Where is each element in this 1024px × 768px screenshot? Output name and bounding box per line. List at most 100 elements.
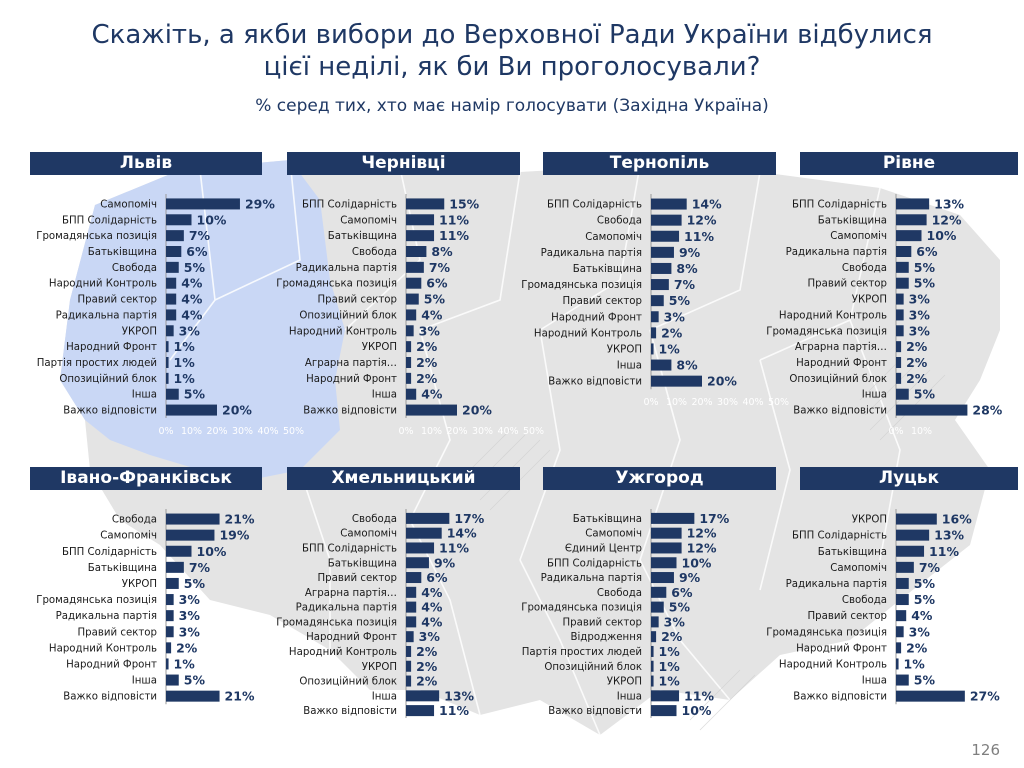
category-label: Важко відповісти [548,705,642,717]
value-label: 9% [434,555,456,570]
bar [651,631,657,643]
bar [406,309,417,321]
value-label: 8% [676,261,698,276]
bar [651,198,687,210]
category-label: БПП Солідарність [792,530,887,542]
value-label: 10% [197,544,227,559]
value-label: 6% [916,244,938,259]
value-label: 7% [429,260,451,275]
bar [651,705,677,717]
bar [406,542,435,554]
value-label: 5% [184,387,206,402]
category-label: Народний Фронт [66,342,157,353]
bar [896,642,902,654]
bar [166,577,179,589]
category-label: Радикальна партія [296,262,397,274]
category-label: Свобода [597,216,642,227]
category-label: Свобода [597,588,642,599]
category-label: УКРОП [852,515,887,526]
category-label: Самопоміч [830,562,887,574]
category-label: Народний Контроль [289,326,397,337]
bar [406,616,417,628]
value-label: 12% [687,213,717,228]
bar [406,586,417,598]
page-title-line-1: Скажіть, а якби вибори до Верховної Ради… [91,20,933,50]
bar [896,388,909,400]
category-label: Свобода [352,247,397,258]
value-label: 29% [245,196,275,211]
value-label: 1% [659,341,681,356]
value-label: 2% [416,371,438,386]
category-label: Аграрна партія… [795,341,887,353]
bar [406,572,422,584]
value-label: 11% [684,229,714,244]
category-label: УКРОП [122,326,157,337]
x-tick-label: 30% [472,426,493,437]
category-label: Важко відповісти [303,705,397,717]
chart-lviv: Самопоміч 29% БПП Солідарність 10% Громадянс… [36,194,304,437]
value-label: 3% [909,292,931,307]
category-label: Правий сектор [317,573,397,584]
bar [166,610,174,622]
category-label: Інша [617,361,642,372]
page-title-line-2: цієї неділі, як би Ви проголосували? [263,52,761,82]
category-label: Інша [862,390,887,401]
category-label: Народний Контроль [779,310,887,321]
value-label: 7% [189,228,211,243]
value-label: 5% [914,592,936,607]
category-label: Народний Контроль [779,659,887,670]
value-label: 1% [174,371,196,386]
category-label: Свобода [842,595,887,606]
bar [166,388,179,400]
category-label: Громадянська позиція [276,278,397,290]
category-label: Громадянська позиція [36,594,157,606]
category-label: Інша [862,676,887,687]
value-label: 17% [699,511,729,526]
bar [651,343,654,355]
category-label: Батьківщина [328,557,397,569]
bar [896,246,912,257]
value-label: 2% [906,339,928,354]
bar [406,293,419,305]
category-label: Батьківщина [88,246,157,258]
bar [651,512,695,524]
category-label: Опозиційний блок [299,309,397,321]
category-label: УКРОП [122,579,157,590]
bar [166,594,174,606]
value-label: 12% [687,540,717,555]
category-label: Громадянська позиція [36,230,157,242]
bar [651,527,682,539]
bar [406,277,422,289]
category-label: Батьківщина [328,230,397,242]
category-label: Народний Фронт [306,374,397,385]
chart-ternopil: БПП Солідарність 14% Свобода 12% Самопоміч 11… [521,194,789,408]
bar [166,214,192,226]
bar [651,690,680,702]
value-label: 4% [181,276,203,291]
bar [166,277,177,289]
bar [166,513,220,525]
value-label: 4% [421,387,443,402]
value-label: 11% [929,544,959,559]
bar [406,512,450,524]
bar [651,262,672,274]
category-label: Опозиційний блок [789,373,887,385]
value-label: 5% [424,292,446,307]
category-label: УКРОП [362,342,397,353]
value-label: 7% [189,560,211,575]
value-label: 20% [222,403,252,418]
bar [896,545,925,557]
value-label: 13% [934,196,964,211]
category-label: Народний Фронт [551,312,642,323]
bar [406,198,445,210]
category-label: Радикальна партія [56,309,157,321]
category-label: Партія простих людей [37,357,157,369]
bar [896,277,909,289]
value-label: 2% [661,629,683,644]
x-tick-label: 30% [232,426,253,437]
bar [406,705,435,717]
x-tick-label: 10% [421,426,442,437]
bar [651,246,674,258]
value-label: 3% [909,307,931,322]
city-header-lutsk: Луцьк [800,467,1018,490]
